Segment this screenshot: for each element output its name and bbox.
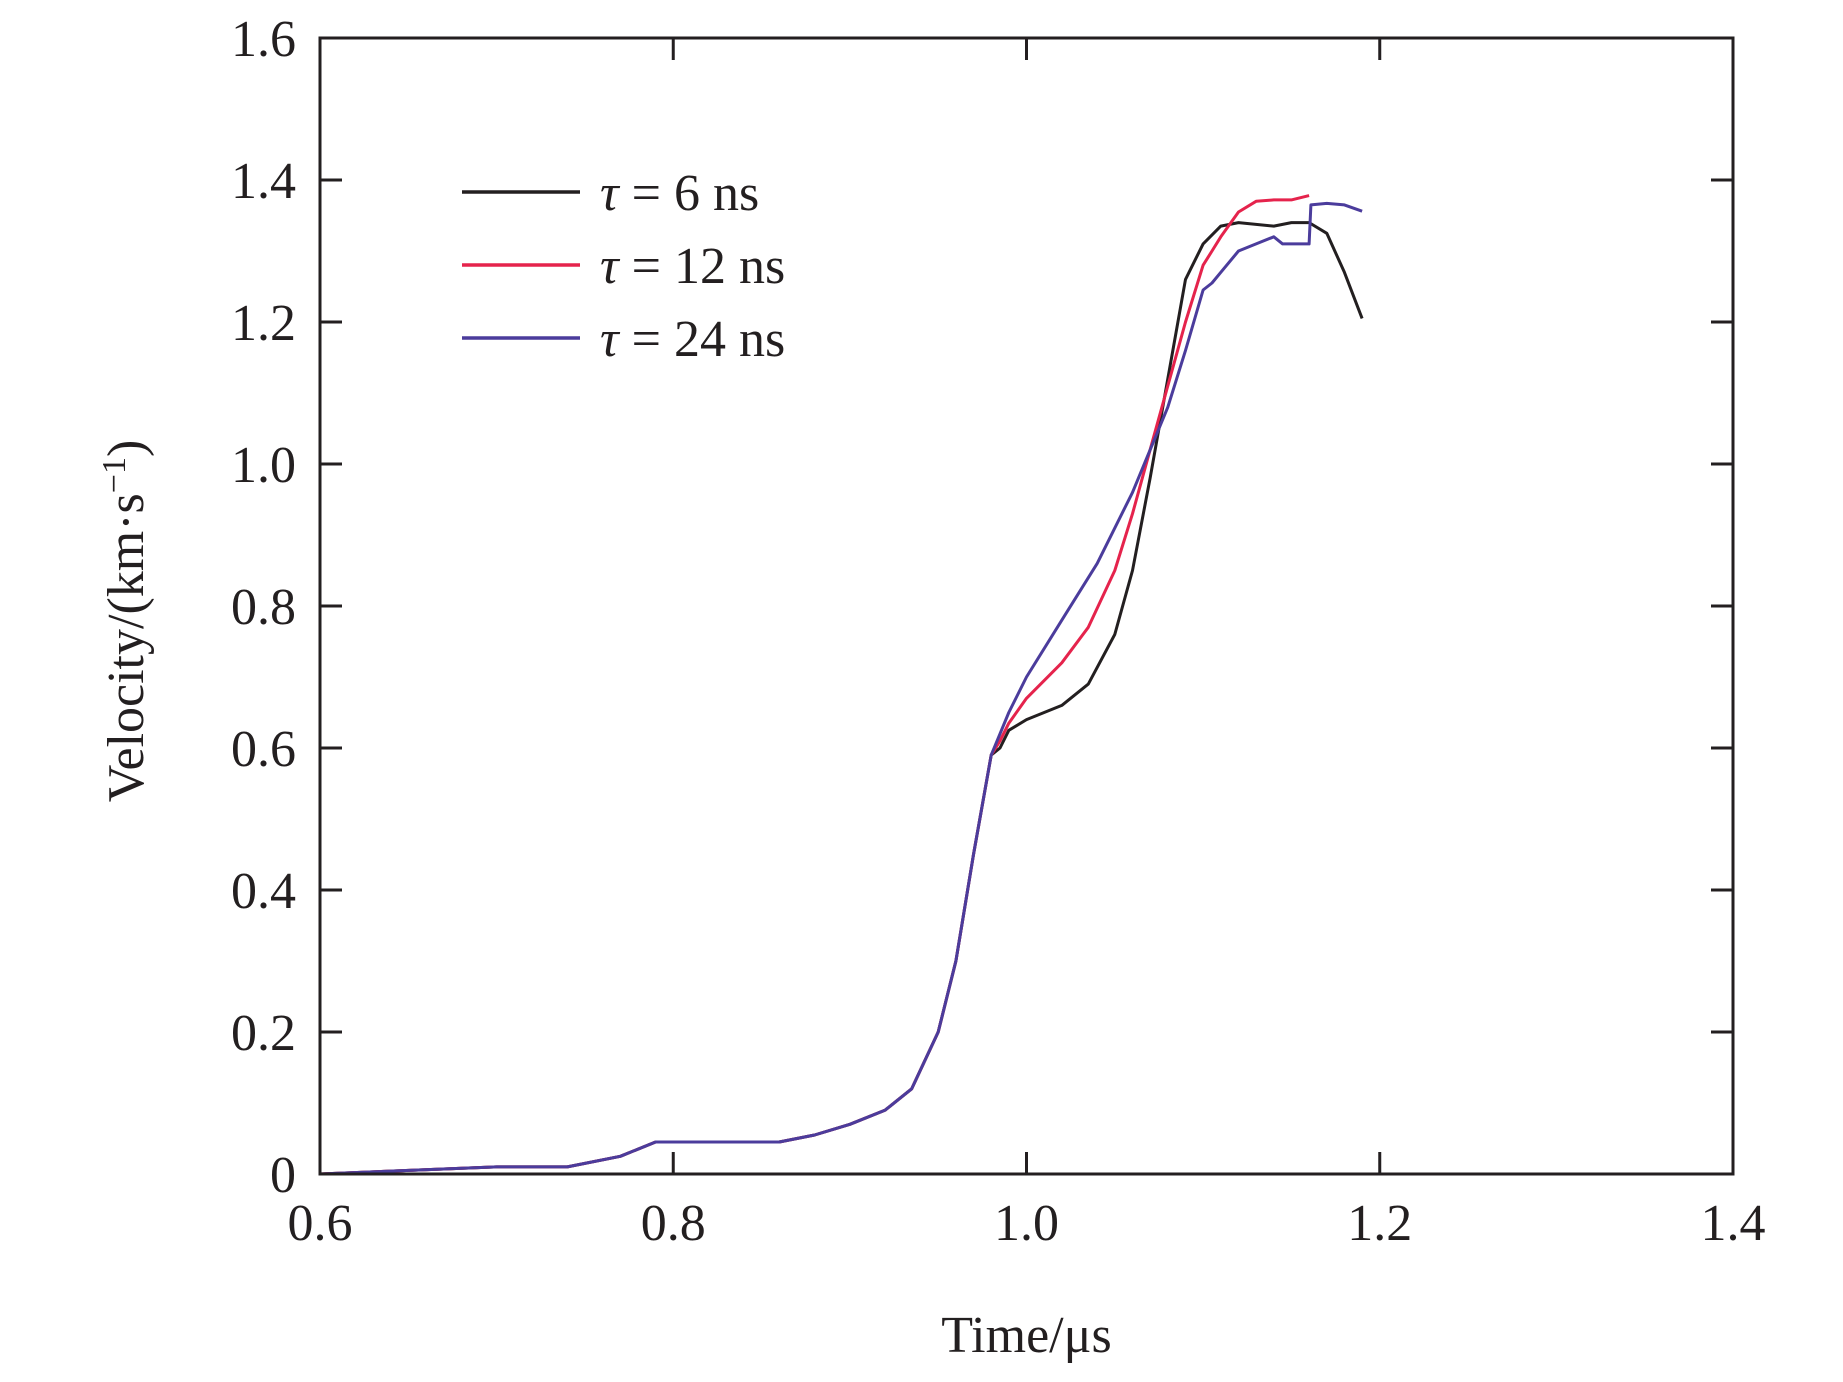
y-tick-label: 1.4 [231, 153, 296, 210]
y-tick-labels: 0 0.2 0.4 0.6 0.8 1.0 1.2 1.4 1.6 [231, 11, 296, 1204]
legend-tau-symbol: τ [600, 165, 621, 222]
series-line-1 [319, 194, 1310, 1176]
y-tick-label: 0.2 [231, 1005, 296, 1062]
series-line-2 [319, 201, 1363, 1176]
legend-label-24ns: τ = 24 ns [600, 311, 785, 368]
y-tick-label: 0.8 [231, 579, 296, 636]
x-tick-label: 1.2 [1347, 1195, 1412, 1252]
y-tick-label: 0.6 [231, 721, 296, 778]
y-axis-title-main: Velocity/(km·s [98, 493, 155, 802]
y-tick-label: 1.0 [231, 437, 296, 494]
y-tick-label: 0.4 [231, 863, 296, 920]
y-tick-label: 0 [270, 1147, 296, 1204]
y-tick-label: 1.2 [231, 295, 296, 352]
x-tick-labels: 0.6 0.8 1.0 1.2 1.4 [288, 1195, 1766, 1252]
x-tick-label: 0.6 [288, 1195, 353, 1252]
legend-label-rest: = 6 ns [619, 165, 760, 222]
legend-tau-symbol: τ [600, 311, 621, 368]
x-axis-title: Time/μs [941, 1307, 1111, 1364]
series-line-0 [319, 221, 1364, 1176]
y-axis-title-close: ) [98, 440, 155, 457]
legend: τ = 6 ns τ = 12 ns τ = 24 ns [462, 165, 785, 368]
x-tick-label: 0.8 [641, 1195, 706, 1252]
legend-label-12ns: τ = 12 ns [600, 238, 785, 295]
series-layer [319, 194, 1364, 1176]
y-axis-title-superscript: −1 [96, 457, 133, 493]
x-tick-label: 1.0 [994, 1195, 1059, 1252]
y-tick-label: 1.6 [231, 11, 296, 68]
y-axis-title: Velocity/(km·s−1) [96, 440, 155, 803]
legend-label-rest: = 24 ns [619, 311, 786, 368]
legend-label-rest: = 12 ns [619, 238, 786, 295]
tick-marks [318, 36, 1735, 1176]
x-tick-label: 1.4 [1701, 1195, 1766, 1252]
legend-label-6ns: τ = 6 ns [600, 165, 759, 222]
plot-frame [318, 36, 1735, 1176]
legend-tau-symbol: τ [600, 238, 621, 295]
